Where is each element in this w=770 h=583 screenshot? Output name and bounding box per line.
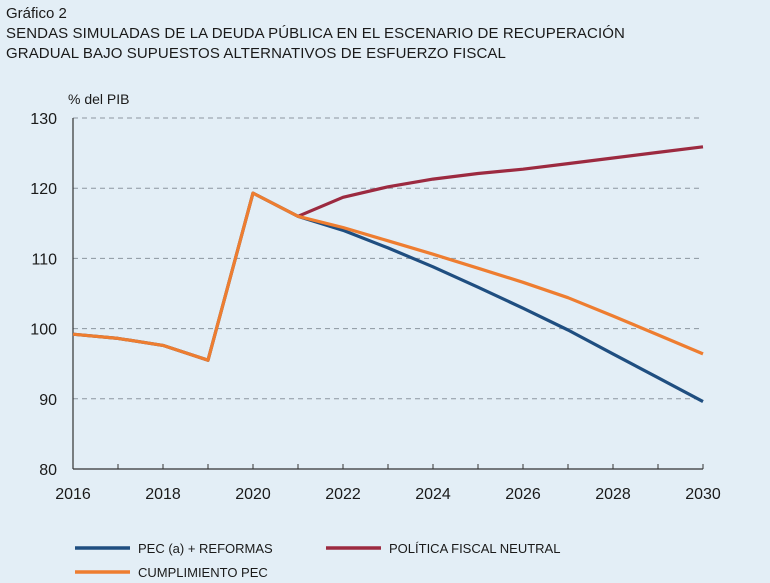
figure-label: Gráfico 2 <box>6 5 67 22</box>
series-line-3 <box>72 191 704 362</box>
y-tick-label: 80 <box>39 462 57 479</box>
series-line-2 <box>297 145 704 218</box>
chart-title-line-2: GRADUAL BAJO SUPUESTOS ALTERNATIVOS DE E… <box>6 45 506 62</box>
x-tick-label: 2030 <box>685 486 721 503</box>
legend-label-3: CUMPLIMIENTO PEC <box>138 565 268 580</box>
x-tick-label: 2020 <box>235 486 271 503</box>
series-line-1 <box>72 191 704 404</box>
x-tick-label: 2022 <box>325 486 361 503</box>
y-tick-label: 100 <box>30 322 57 339</box>
legend-label-1: PEC (a) + REFORMAS <box>138 541 273 556</box>
legend-label-2: POLÍTICA FISCAL NEUTRAL <box>389 541 560 556</box>
x-tick-label: 2018 <box>145 486 181 503</box>
x-tick-labels: 2016 2018 2020 2022 2024 2026 2028 2030 <box>55 486 721 503</box>
legend: PEC (a) + REFORMAS POLÍTICA FISCAL NEUTRA… <box>75 541 560 580</box>
chart-title-line-1: SENDAS SIMULADAS DE LA DEUDA PÚBLICA EN … <box>6 25 625 42</box>
y-axis-unit-label: % del PIB <box>68 91 129 107</box>
series-lines <box>72 145 704 404</box>
y-tick-label: 120 <box>30 181 57 198</box>
y-tick-label: 90 <box>39 392 57 409</box>
axes <box>72 118 704 470</box>
x-tick-label: 2026 <box>505 486 541 503</box>
y-tick-labels: 80 90 100 110 120 130 <box>30 111 57 479</box>
y-tick-label: 110 <box>31 251 57 268</box>
y-tick-label: 130 <box>30 111 57 128</box>
chart-header: Gráfico 2 SENDAS SIMULADAS DE LA DEUDA P… <box>6 4 625 64</box>
x-tick-label: 2024 <box>415 486 451 503</box>
x-tick-label: 2028 <box>595 486 631 503</box>
x-tick-label: 2016 <box>55 486 91 503</box>
